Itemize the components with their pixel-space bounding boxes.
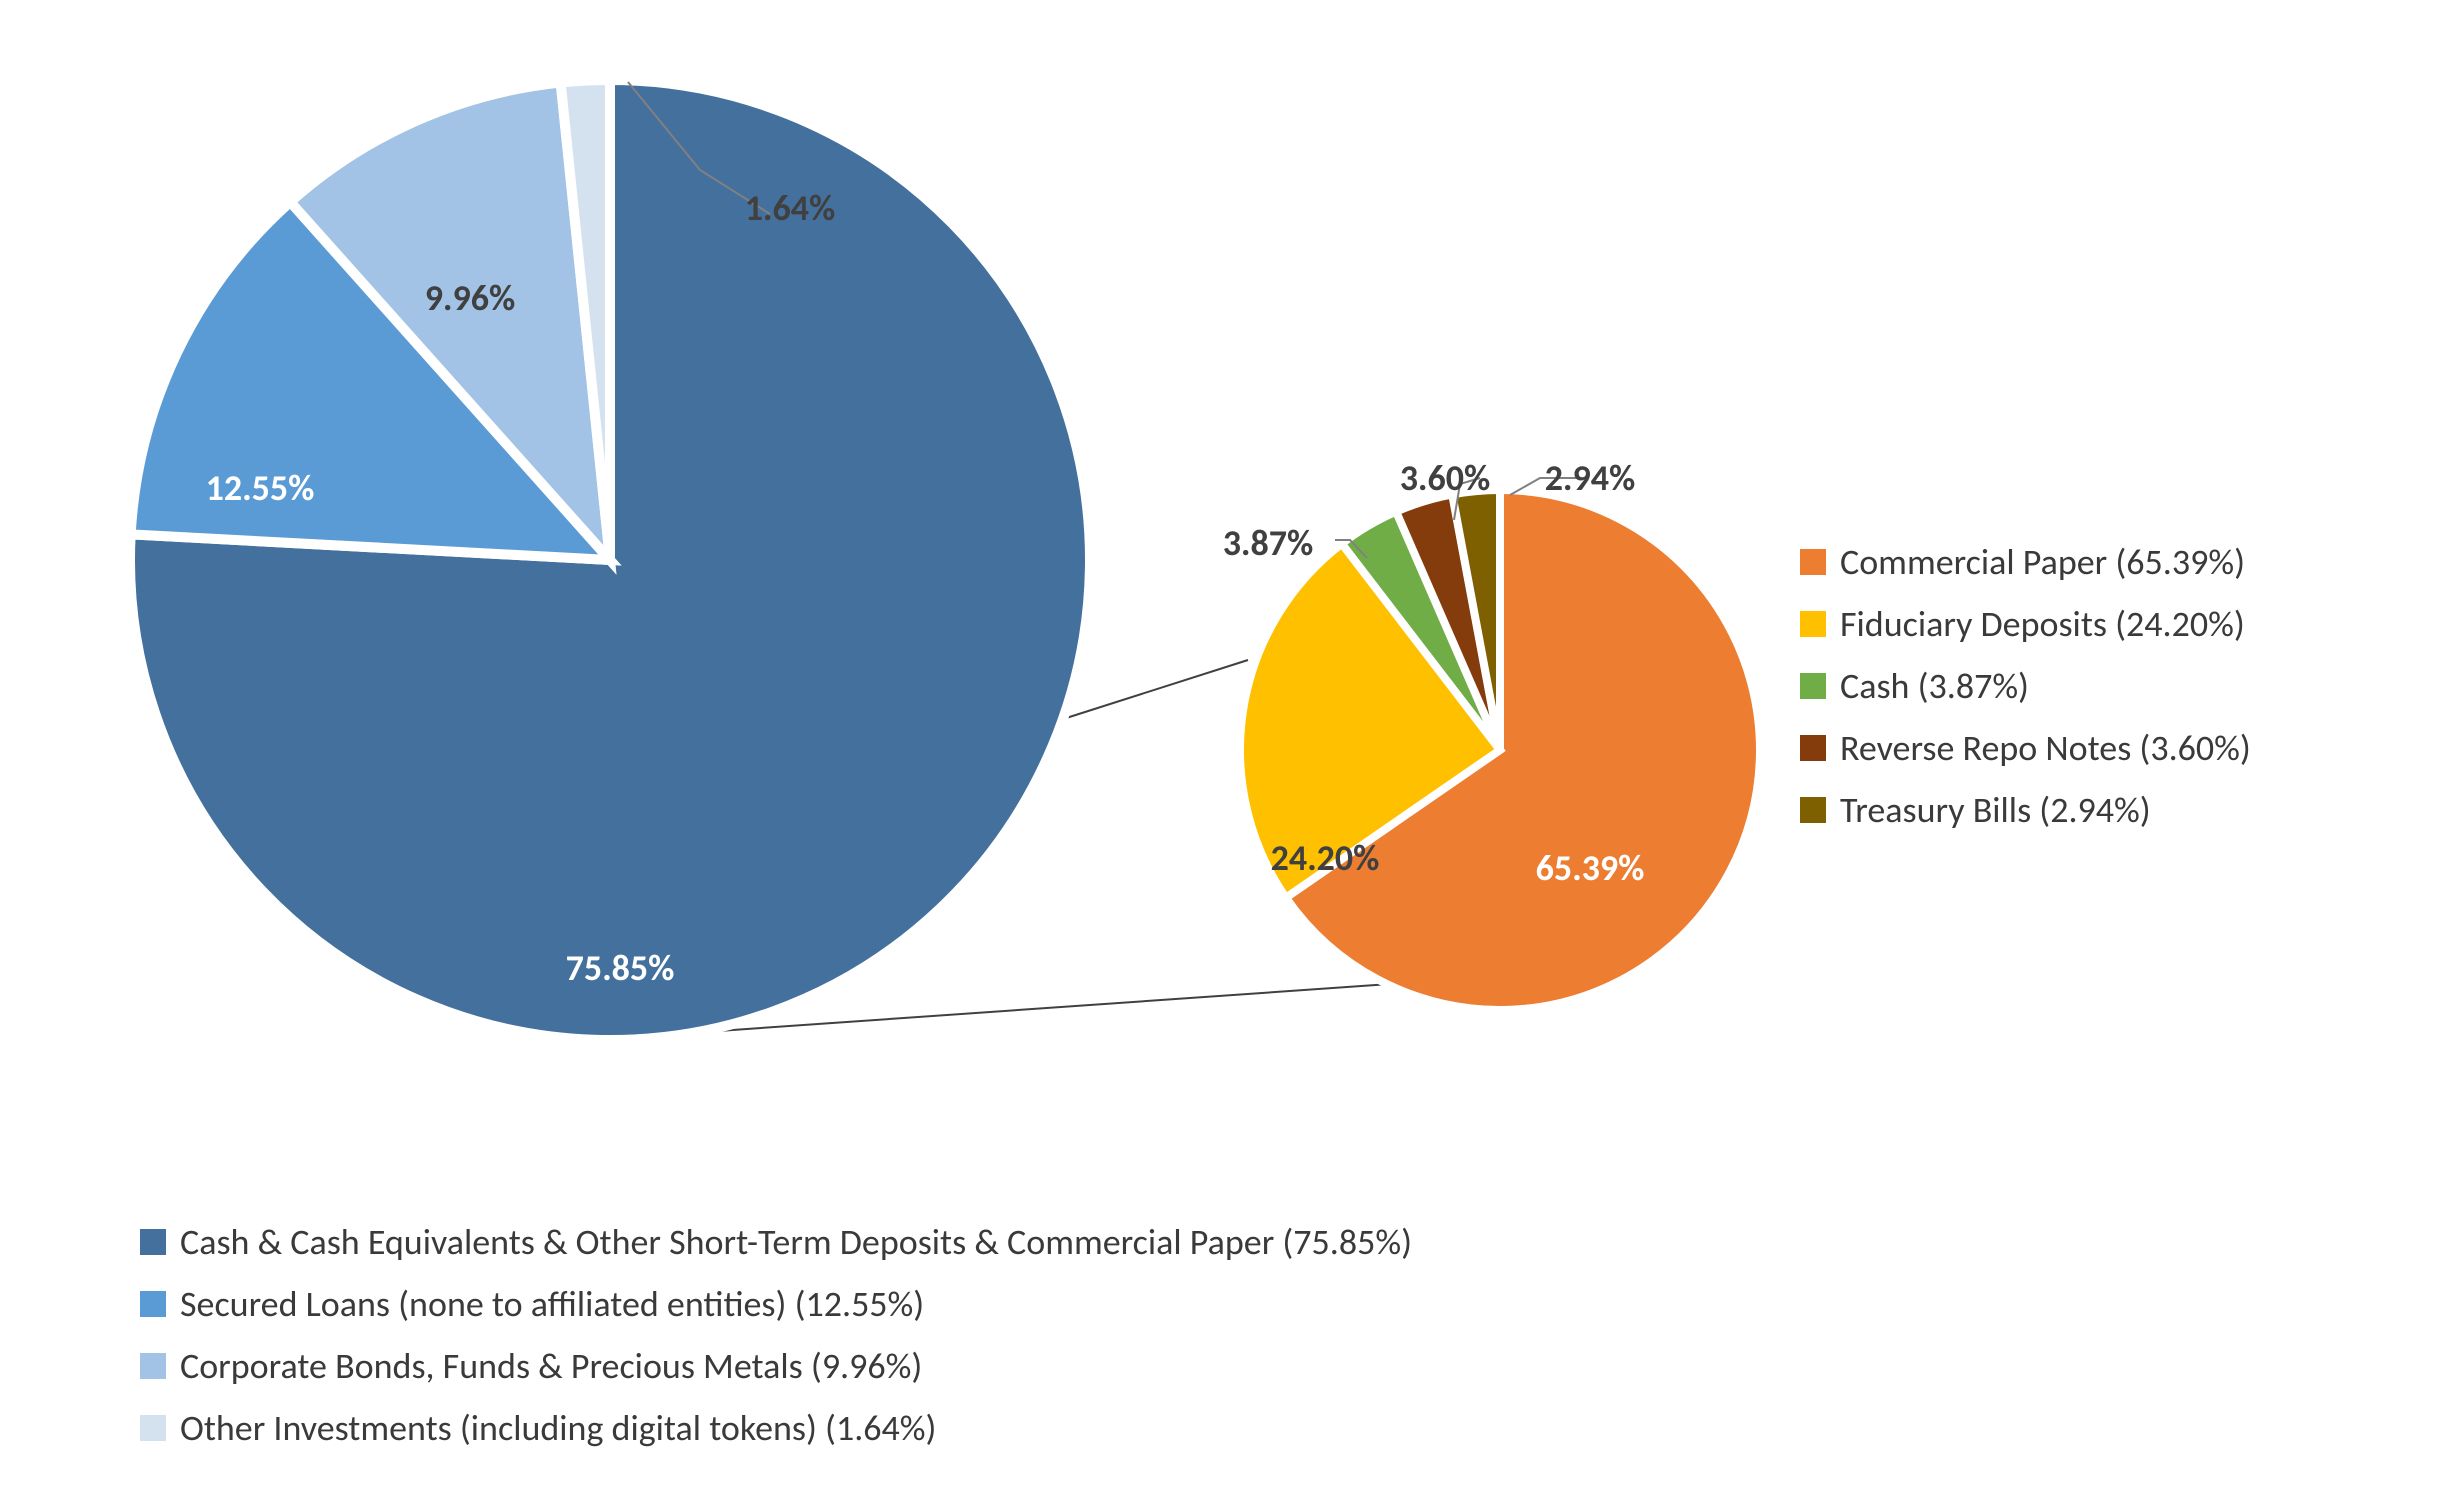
main-pie-label-2: 9.96% xyxy=(425,276,516,320)
main-legend-swatch-3 xyxy=(140,1415,166,1441)
main-pie-label-1: 12.55% xyxy=(206,466,315,510)
main-legend-swatch-0 xyxy=(140,1229,166,1255)
main-legend-item-2: Corporate Bonds, Funds & Precious Metals… xyxy=(140,1344,1412,1388)
sub-pie-label-3: 3.60% xyxy=(1400,456,1491,500)
pie-connector-line-0 xyxy=(1060,660,1248,720)
sub-legend-item-0: Commercial Paper (65.39%) xyxy=(1800,540,2251,584)
sub-legend-item-2: Cash (3.87%) xyxy=(1800,664,2251,708)
sub-legend-swatch-2 xyxy=(1800,673,1826,699)
sub-legend-swatch-4 xyxy=(1800,797,1826,823)
sub-pie-label-4: 2.94% xyxy=(1545,456,1636,500)
main-legend-text-3: Other Investments (including digital tok… xyxy=(180,1406,936,1450)
main-legend-item-0: Cash & Cash Equivalents & Other Short-Te… xyxy=(140,1220,1412,1264)
sub-pie-label-1: 24.20% xyxy=(1271,836,1380,880)
main-legend-text-1: Secured Loans (none to affiliated entiti… xyxy=(180,1282,924,1326)
sub-legend-item-3: Reverse Repo Notes (3.60%) xyxy=(1800,726,2251,770)
main-legend-swatch-1 xyxy=(140,1291,166,1317)
main-legend-swatch-2 xyxy=(140,1353,166,1379)
sub-legend-text-0: Commercial Paper (65.39%) xyxy=(1840,540,2245,584)
sub-legend-swatch-3 xyxy=(1800,735,1826,761)
sub-legend-text-3: Reverse Repo Notes (3.60%) xyxy=(1840,726,2251,770)
sub-legend-swatch-0 xyxy=(1800,549,1826,575)
sub-legend-text-2: Cash (3.87%) xyxy=(1840,664,2029,708)
main-legend-item-1: Secured Loans (none to affiliated entiti… xyxy=(140,1282,1412,1326)
main-legend-text-2: Corporate Bonds, Funds & Precious Metals… xyxy=(180,1344,922,1388)
sub-legend-text-1: Fiduciary Deposits (24.20%) xyxy=(1840,602,2245,646)
sub-legend: Commercial Paper (65.39%) Fiduciary Depos… xyxy=(1800,540,2251,850)
sub-pie-label-2: 3.87% xyxy=(1223,521,1314,565)
sub-pie-label-0: 65.39% xyxy=(1536,846,1645,890)
sub-legend-text-4: Treasury Bills (2.94%) xyxy=(1840,788,2151,832)
main-legend: Cash & Cash Equivalents & Other Short-Te… xyxy=(140,1220,1412,1468)
sub-legend-swatch-1 xyxy=(1800,611,1826,637)
main-pie-label-0: 75.85% xyxy=(566,946,675,990)
main-pie-label-3: 1.64% xyxy=(745,186,836,230)
sub-legend-item-4: Treasury Bills (2.94%) xyxy=(1800,788,2251,832)
main-legend-item-3: Other Investments (including digital tok… xyxy=(140,1406,1412,1450)
main-legend-text-0: Cash & Cash Equivalents & Other Short-Te… xyxy=(180,1220,1412,1264)
sub-legend-item-1: Fiduciary Deposits (24.20%) xyxy=(1800,602,2251,646)
